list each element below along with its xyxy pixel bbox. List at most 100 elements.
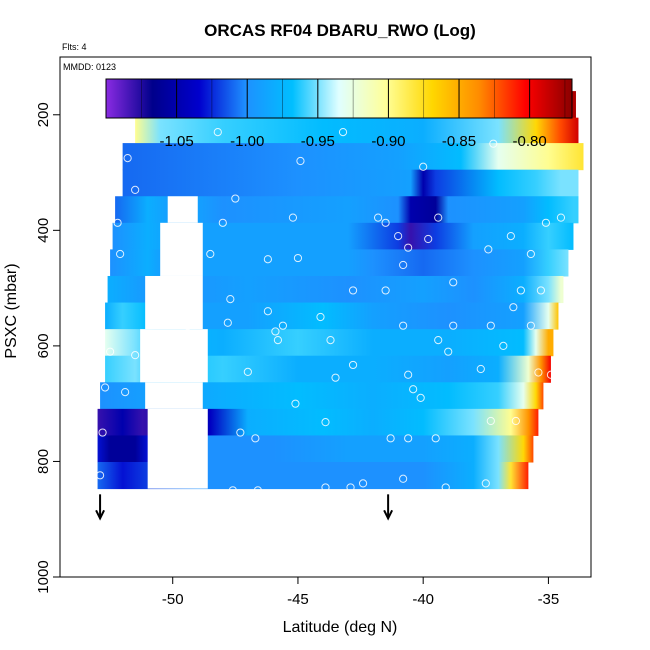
- data-gap: [147, 408, 208, 489]
- sample-point: [226, 294, 235, 304]
- data-gap: [160, 222, 203, 276]
- sample-point: [404, 434, 413, 443]
- sample-point: [271, 327, 280, 336]
- sample-point: [486, 321, 495, 330]
- sample-point: [243, 367, 252, 376]
- y-tick-label: 400: [35, 218, 52, 243]
- sample-point: [404, 243, 413, 252]
- y-tick-label: 1000: [35, 560, 52, 593]
- sample-point: [404, 370, 413, 379]
- sample-point: [218, 218, 227, 227]
- x-tick-label: -45: [287, 591, 309, 608]
- sample-point: [263, 255, 272, 264]
- down-arrow-icon: [95, 494, 105, 521]
- sample-point: [95, 471, 105, 480]
- plot-frame: [59, 56, 592, 578]
- sample-point: [273, 336, 283, 345]
- sample-point: [546, 370, 556, 379]
- sample-point: [296, 156, 305, 166]
- mmdd-annotation: MMDD: 0123: [63, 62, 116, 72]
- sample-point: [123, 154, 132, 163]
- data-gap: [140, 329, 208, 383]
- colorbar-fill: [105, 78, 573, 119]
- sample-point: [526, 492, 535, 501]
- sample-point: [499, 341, 508, 350]
- sample-point: [424, 234, 433, 244]
- heatmap-row: [122, 143, 584, 171]
- data-gap: [145, 275, 203, 330]
- sample-point: [489, 139, 498, 148]
- sample-point: [223, 318, 232, 327]
- sample-point: [444, 347, 453, 356]
- chart-title: ORCAS RF04 DBARU_RWO (Log): [204, 21, 476, 40]
- arrows: [95, 494, 394, 521]
- sample-point: [291, 399, 300, 408]
- sample-point: [183, 321, 192, 330]
- sample-point: [416, 393, 425, 402]
- sample-point: [419, 162, 428, 171]
- colorbar-tick-label: -0.80: [513, 133, 547, 150]
- data-gap: [167, 196, 198, 223]
- sample-point: [449, 321, 458, 330]
- colorbar-tick-label: -0.95: [301, 133, 335, 150]
- sample-point: [98, 428, 107, 437]
- sample-point: [113, 218, 122, 227]
- sample-point: [556, 213, 566, 222]
- sample-point: [481, 479, 490, 488]
- sample-point: [373, 213, 383, 222]
- sample-point: [131, 351, 140, 360]
- sample-point: [278, 321, 288, 330]
- colorbar-tick-label: -0.90: [371, 133, 405, 150]
- sample-point: [288, 213, 298, 222]
- sample-point: [441, 483, 450, 492]
- colorbar-tick-label: -0.85: [442, 133, 476, 150]
- sample-point: [316, 312, 325, 322]
- sample-point: [213, 128, 222, 137]
- sample-point: [321, 418, 330, 427]
- sample-point: [121, 388, 130, 397]
- sample-point: [484, 245, 493, 254]
- sample-point: [253, 486, 262, 495]
- heatmap-row: [122, 169, 579, 197]
- x-axis: -50 -45 -40 -35: [162, 577, 559, 608]
- sample-point: [526, 249, 535, 259]
- y-tick-label: 200: [35, 102, 52, 127]
- data-gap: [145, 382, 203, 409]
- sample-point: [409, 385, 418, 394]
- x-tick-label: -40: [412, 591, 434, 608]
- colorbar-tick-label: -1.00: [230, 133, 264, 150]
- sample-point: [526, 321, 535, 330]
- sample-point: [231, 194, 240, 203]
- sample-point: [449, 278, 458, 287]
- y-tick-label: 600: [35, 333, 52, 358]
- colorbar-tick-label: -1.05: [160, 133, 194, 150]
- sample-point: [358, 479, 368, 488]
- sample-point: [100, 383, 110, 392]
- sample-point: [431, 434, 440, 443]
- flights-annotation: Flts: 4: [62, 42, 87, 52]
- heatmap-row: [135, 117, 579, 145]
- sample-point: [331, 373, 340, 382]
- x-tick-label: -50: [162, 591, 184, 608]
- sample-point: [228, 486, 237, 495]
- sample-point: [534, 368, 543, 377]
- sample-point: [516, 286, 525, 295]
- plot-area: [59, 56, 592, 578]
- sample-point: [131, 185, 140, 194]
- data-gaps: [140, 196, 208, 489]
- y-axis: 200 400 600 800 1000: [35, 102, 60, 594]
- y-tick-label: 800: [35, 449, 52, 474]
- sample-point: [381, 218, 390, 227]
- sample-point: [381, 286, 390, 295]
- sample-point: [386, 434, 395, 443]
- sample-point: [434, 336, 443, 345]
- sample-point: [251, 434, 260, 443]
- x-tick-label: -35: [538, 591, 560, 608]
- sample-point: [321, 483, 330, 492]
- sample-point: [293, 253, 303, 263]
- sample-point: [346, 483, 355, 492]
- sample-point: [263, 307, 272, 316]
- sample-point: [394, 232, 403, 241]
- sample-point: [399, 321, 408, 330]
